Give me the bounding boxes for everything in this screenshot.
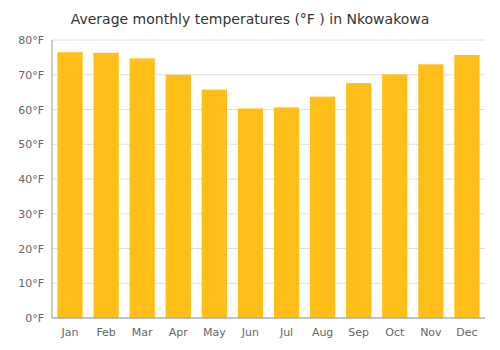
x-tick-label: Apr — [169, 326, 189, 339]
chart-container: Average monthly temperatures (°F ) in Nk… — [0, 0, 500, 350]
x-tick-label: Mar — [132, 326, 153, 339]
y-tick-label: 50°F — [18, 138, 44, 151]
grid-line — [52, 318, 485, 319]
bar — [346, 83, 371, 318]
bar — [310, 97, 335, 318]
bar — [382, 74, 407, 318]
bar — [238, 108, 263, 318]
bar — [454, 55, 479, 318]
x-tick-label: Nov — [420, 326, 442, 339]
x-tick-label: Feb — [96, 326, 115, 339]
y-tick-label: 70°F — [18, 69, 44, 82]
x-tick-label: Dec — [456, 326, 477, 339]
y-tick-label: 10°F — [18, 277, 44, 290]
x-tick-label: Aug — [312, 326, 333, 339]
bar — [274, 107, 299, 318]
bar — [166, 75, 191, 318]
bar — [418, 64, 443, 318]
y-axis-line — [52, 40, 53, 318]
x-axis-line — [52, 318, 485, 319]
y-tick-labels: 0°F 10°F 20°F 30°F 40°F 50°F 60°F 70°F 80°F — [18, 34, 44, 325]
bars — [57, 52, 479, 318]
y-grid — [52, 40, 485, 318]
grid-line — [52, 40, 485, 41]
y-tick-label: 30°F — [18, 208, 44, 221]
x-tick-label: Jun — [241, 326, 259, 339]
bar — [202, 90, 227, 318]
chart-svg: Average monthly temperatures (°F ) in Nk… — [0, 0, 500, 350]
y-tick-label: 60°F — [18, 104, 44, 117]
y-tick-label: 20°F — [18, 243, 44, 256]
x-tick-labels: Jan Feb Mar Apr May Jun Jul Aug Sep Oct Nov Dec — [61, 326, 478, 339]
bar — [57, 52, 82, 318]
y-tick-label: 80°F — [18, 34, 44, 47]
bar — [93, 53, 118, 318]
bar — [130, 58, 155, 318]
y-tick-label: 0°F — [25, 312, 44, 325]
x-tick-label: Jul — [279, 326, 293, 339]
y-tick-label: 40°F — [18, 173, 44, 186]
x-tick-label: Oct — [385, 326, 405, 339]
x-tick-label: Jan — [61, 326, 79, 339]
x-tick-label: May — [203, 326, 226, 339]
x-tick-label: Sep — [348, 326, 369, 339]
chart-title: Average monthly temperatures (°F ) in Nk… — [71, 11, 430, 27]
